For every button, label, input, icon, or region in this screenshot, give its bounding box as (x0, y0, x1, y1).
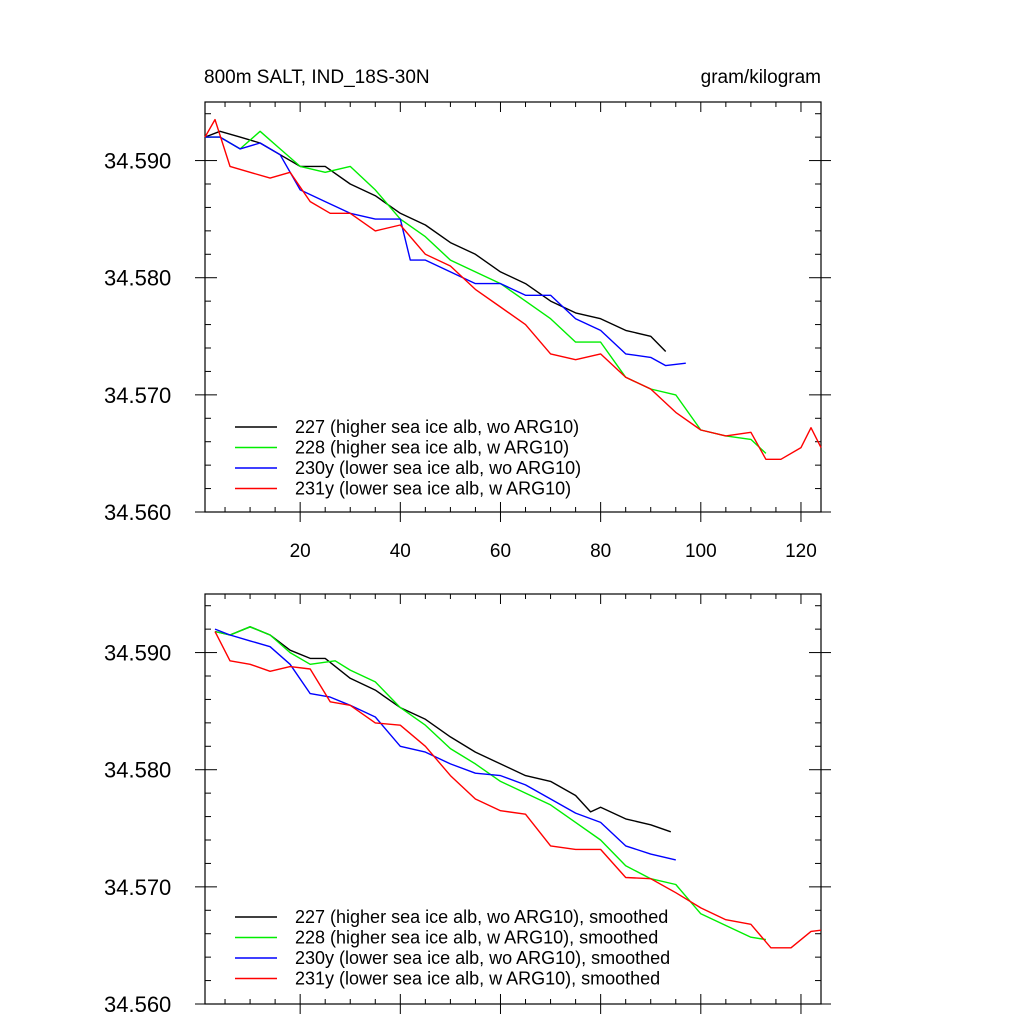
plot-frame (204, 593, 822, 1005)
x-tick-label: 40 (390, 541, 411, 562)
series-line-230y-smoothed (214, 628, 676, 861)
units-label: gram/kilogram (701, 67, 821, 88)
x-tick-label: 100 (685, 541, 717, 562)
x-tick-label: 80 (590, 541, 611, 562)
series-line-227-smoothed (214, 626, 672, 833)
series-line-231y-raw (204, 118, 822, 460)
y-tick-label: 34.590 (104, 641, 171, 666)
x-tick-label: 120 (785, 541, 817, 562)
legend-label: 227 (higher sea ice alb, wo ARG10), smoo… (295, 907, 668, 927)
y-tick-label: 34.580 (104, 266, 171, 291)
x-tick-label: 60 (490, 541, 511, 562)
y-tick-label: 34.570 (104, 383, 171, 408)
legend-label: 228 (higher sea ice alb, w ARG10), smoot… (295, 928, 658, 948)
legend-label: 231y (lower sea ice alb, w ARG10), smoot… (295, 969, 660, 989)
y-tick-label: 34.560 (104, 992, 171, 1017)
plot-frame (204, 101, 822, 513)
x-tick-label: 20 (290, 541, 311, 562)
legend-label: 230y (lower sea ice alb, wo ARG10), smoo… (295, 948, 670, 968)
chart-title: 800m SALT, IND_18S-30N (204, 67, 430, 88)
legend-label: 231y (lower sea ice alb, w ARG10) (295, 479, 571, 499)
legend-label: 228 (higher sea ice alb, w ARG10) (295, 438, 569, 458)
series-line-227-raw (204, 130, 667, 352)
panel-smoothed: 34.560 34.570 34.580 34.590 227 (higher sea … (104, 593, 831, 1017)
y-tick-label: 34.590 (104, 149, 171, 174)
panel-raw: 20 40 60 80 100 120 34.560 34.570 34.580 34.590 22… (104, 101, 831, 562)
legend-label: 227 (higher sea ice alb, wo ARG10) (295, 417, 579, 437)
series-line-228-raw (205, 130, 767, 454)
y-tick-label: 34.560 (104, 500, 171, 525)
y-tick-label: 34.580 (104, 758, 171, 783)
y-tick-label: 34.570 (104, 875, 171, 900)
legend-label: 230y (lower sea ice alb, wo ARG10) (295, 458, 581, 478)
series-line-230y-raw (205, 136, 686, 367)
series-line-228-smoothed (214, 626, 767, 941)
series-line-231y-smoothed (214, 631, 822, 949)
